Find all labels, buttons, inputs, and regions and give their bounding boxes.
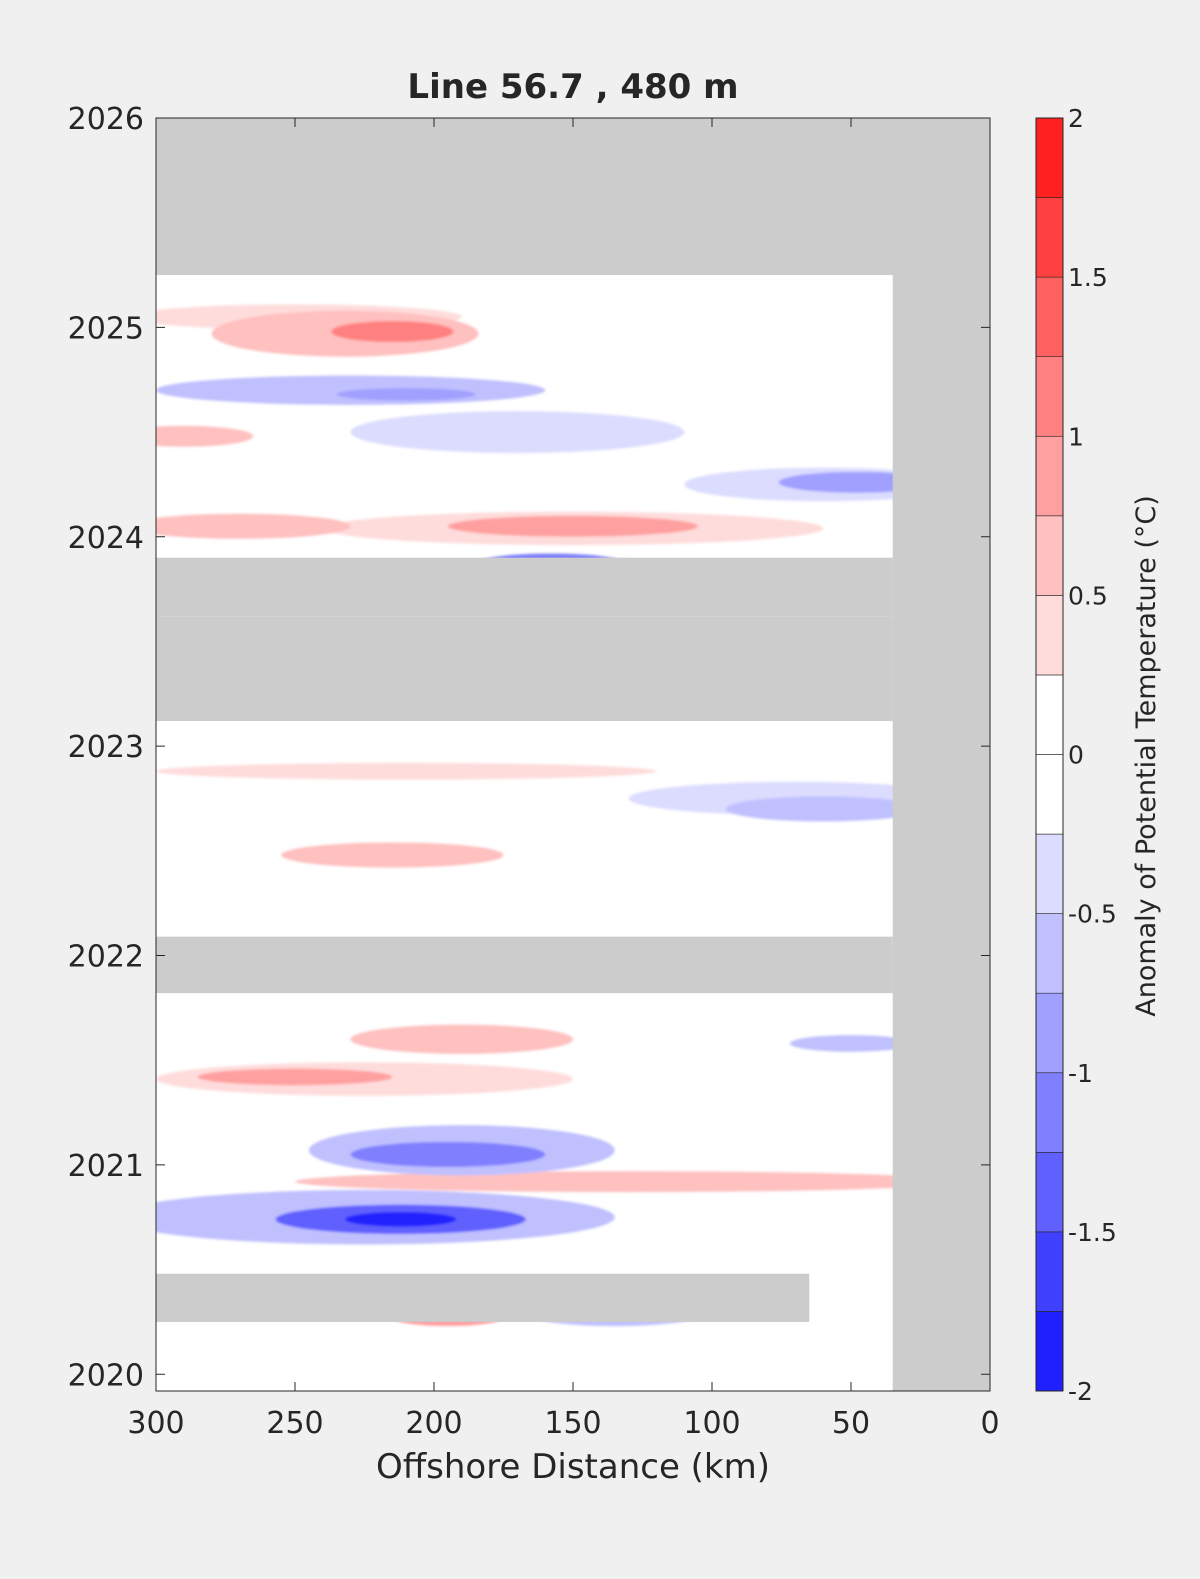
colorbar-tick-label: 2 [1068, 104, 1084, 133]
colorbar-band [1035, 992, 1064, 1074]
no-data-regions [156, 118, 990, 1391]
colorbar-band [1035, 435, 1064, 517]
x-tick-label: 150 [544, 1406, 601, 1441]
colorbar-band [1035, 276, 1064, 357]
x-tick-label: 50 [832, 1406, 870, 1441]
colorbar-tick-label: 1 [1068, 422, 1084, 451]
y-tick-label: 2025 [68, 311, 144, 346]
warm-anomaly-9 [350, 1024, 573, 1054]
warm-anomaly-8 [156, 513, 351, 539]
colorbar-band [1035, 117, 1064, 198]
cold-anomaly-3 [350, 411, 685, 453]
cold-anomaly-28 [350, 1141, 546, 1167]
colorbar-tick-label: -2 [1068, 1377, 1093, 1406]
colorbar-tick-label: 1.5 [1068, 263, 1108, 292]
warm-anomaly-21 [447, 515, 699, 537]
x-tick-label: 250 [266, 1406, 323, 1441]
no-data-region-4 [156, 1273, 810, 1322]
colorbar-band [1035, 1072, 1064, 1153]
colorbar-band [1035, 754, 1064, 835]
colorbar-band [1035, 1152, 1064, 1233]
colorbar-band [1035, 913, 1064, 994]
x-axis-label: Offshore Distance (km) [376, 1447, 770, 1487]
warm-anomaly-13 [156, 425, 254, 447]
warm-anomaly-26 [331, 321, 454, 343]
y-tick-label: 2024 [68, 521, 144, 556]
y-tick-label: 2022 [68, 940, 144, 975]
cold-anomaly-16 [789, 1035, 913, 1052]
colorbar-tick-label: 0 [1068, 741, 1084, 770]
colorbar-frame [1035, 117, 1064, 1392]
cold-anomaly-24 [336, 388, 476, 401]
colorbar-tick-label: -1 [1068, 1059, 1093, 1088]
x-tick-label: 0 [980, 1406, 999, 1441]
colorbar-band [1035, 1311, 1064, 1392]
warm-anomaly-19 [281, 842, 504, 868]
colorbar-tick-label: -0.5 [1068, 900, 1117, 929]
colorbar-band [1035, 197, 1064, 278]
y-tick-label: 2020 [68, 1358, 144, 1393]
y-tick-label: 2026 [68, 102, 144, 137]
warm-anomaly-0 [156, 762, 657, 780]
colorbar-band [1035, 356, 1064, 437]
no-data-region-0 [156, 118, 990, 276]
chart-title: Line 56.7 , 480 m [407, 67, 738, 107]
no-data-region-5 [892, 118, 990, 1391]
colorbar: 2 1.5 1 0.5 0 -0.5 -1 -1.5 -2 [1035, 104, 1117, 1406]
no-data-region-1 [156, 557, 893, 617]
colorbar-band [1035, 674, 1064, 755]
colorbar-tick-label: -1.5 [1068, 1218, 1117, 1247]
no-data-region-3 [156, 936, 893, 994]
colorbar-label: Anomaly of Potential Temperature (°C) [1131, 495, 1162, 1017]
x-tick-label: 300 [127, 1406, 184, 1441]
colorbar-band [1035, 1231, 1064, 1312]
y-tick-label: 2023 [68, 730, 144, 765]
x-tick-label: 100 [683, 1406, 740, 1441]
y-axis: 2020 2021 2022 2023 2024 2025 2026 [68, 102, 990, 1393]
cold-anomaly-12 [156, 375, 546, 405]
x-axis: 300 250 200 150 100 50 0 [127, 118, 1000, 1441]
colorbar-band [1035, 515, 1064, 596]
colorbar-band [1035, 833, 1064, 914]
colorbar-band [1035, 595, 1064, 676]
cold-anomaly-30 [345, 1211, 457, 1227]
x-tick-label: 200 [405, 1406, 462, 1441]
no-data-region-2 [156, 616, 893, 721]
warm-anomaly-7 [294, 1171, 963, 1193]
cold-anomaly-18 [725, 796, 921, 822]
colorbar-tick-label: 0.5 [1068, 581, 1108, 610]
y-tick-label: 2021 [68, 1149, 144, 1184]
warm-anomaly-22 [197, 1068, 393, 1086]
plot-area [156, 118, 990, 1391]
